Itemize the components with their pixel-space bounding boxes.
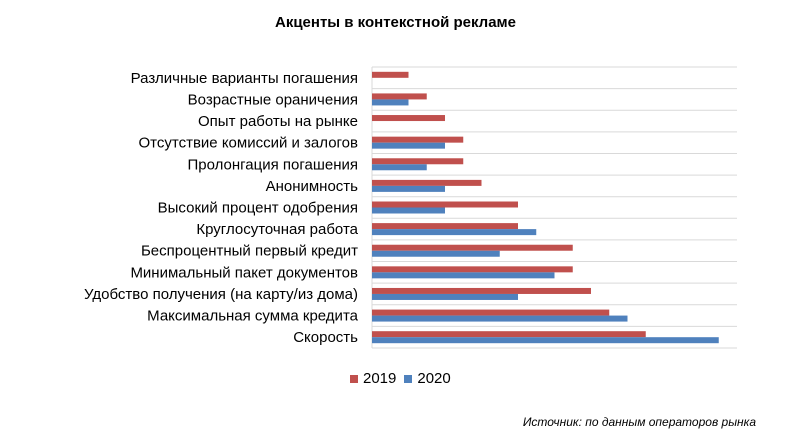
- bar-2019: [372, 309, 610, 316]
- bars: [372, 71, 719, 344]
- grid-lines: [371, 66, 737, 349]
- category-label: Анонимность: [266, 178, 359, 195]
- chart-title: Акценты в контекстной рекламе: [274, 14, 516, 31]
- bar-2020: [372, 99, 409, 106]
- category-label: Возрастные ораничения: [188, 91, 358, 108]
- category-label: Высокий процент одобрения: [158, 200, 358, 217]
- legend-swatch-2019: [350, 374, 358, 383]
- category-label: Отсутствие комиссий и залогов: [139, 135, 359, 152]
- legend-item-2019: 2019: [350, 370, 396, 387]
- source-note: Источник: по данным операторов рынка: [522, 415, 756, 429]
- bar-2019: [372, 179, 482, 186]
- legend-item-2020: 2020: [404, 370, 451, 387]
- bar-2020: [372, 142, 445, 149]
- bar-2020: [372, 164, 427, 171]
- category-labels: Различные варианты погашения Возрастные о…: [84, 70, 359, 346]
- bar-2019: [372, 223, 518, 230]
- bar-2020: [372, 250, 500, 257]
- category-label: Круглосуточная работа: [196, 221, 358, 238]
- bar-2019: [372, 266, 573, 273]
- bar-2020: [372, 337, 719, 344]
- bar-2019: [372, 115, 445, 122]
- category-label: Пролонгация погашения: [187, 156, 358, 173]
- bar-2019: [372, 158, 464, 165]
- bar-2020: [372, 272, 555, 279]
- legend-swatch-2020: [404, 374, 413, 383]
- bar-2019: [372, 244, 573, 251]
- category-label: Беспроцентный первый кредит: [141, 243, 358, 260]
- category-label: Максимальная сумма кредита: [147, 308, 358, 325]
- bar-2019: [372, 93, 427, 100]
- bar-2019: [372, 201, 518, 208]
- bar-2019: [372, 287, 591, 294]
- category-label: Минимальный пакет документов: [130, 264, 358, 281]
- category-label: Скорость: [293, 329, 358, 346]
- bar-2020: [372, 185, 445, 192]
- bar-2019: [372, 136, 464, 143]
- bar-2019: [372, 331, 646, 338]
- legend-label-2019: 2019: [363, 370, 397, 387]
- category-label: Различные варианты погашения: [131, 70, 358, 87]
- bar-2020: [372, 229, 537, 236]
- bar-2019: [372, 71, 409, 78]
- category-label: Опыт работы на рынке: [198, 113, 358, 130]
- legend: 2019 2020: [350, 370, 451, 387]
- category-label: Удобство получения (на карту/из дома): [84, 286, 358, 303]
- bar-2020: [372, 207, 445, 214]
- legend-label-2020: 2020: [417, 370, 451, 387]
- bar-2020: [372, 315, 628, 322]
- bar-2020: [372, 293, 518, 300]
